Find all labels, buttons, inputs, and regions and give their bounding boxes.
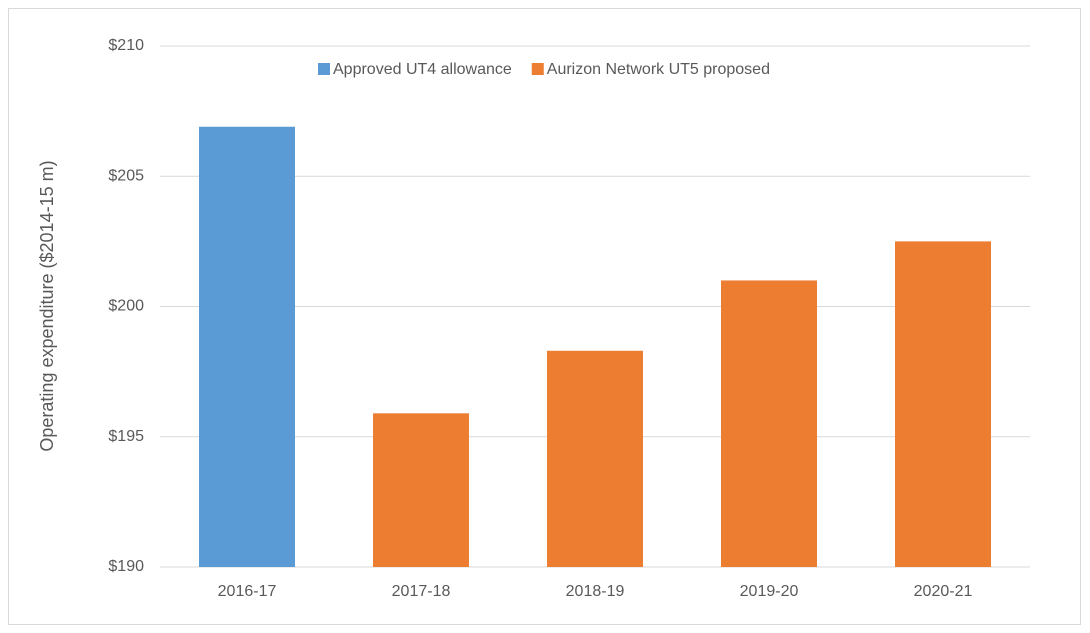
legend-label: Approved UT4 allowance bbox=[333, 61, 512, 78]
legend-swatch bbox=[531, 63, 544, 75]
y-tick-label: $190 bbox=[108, 558, 144, 575]
x-tick-label: 2020-21 bbox=[914, 583, 973, 600]
bar bbox=[547, 350, 643, 567]
x-tick-label: 2018-19 bbox=[566, 583, 625, 600]
bar bbox=[373, 413, 469, 567]
bar bbox=[721, 280, 817, 567]
bar bbox=[895, 241, 991, 567]
y-tick-label: $200 bbox=[108, 298, 144, 315]
y-tick-label: $205 bbox=[108, 167, 144, 184]
x-tick-label: 2017-18 bbox=[392, 583, 451, 600]
legend-label: Aurizon Network UT5 proposed bbox=[547, 61, 770, 78]
bar bbox=[199, 126, 295, 567]
x-tick-label: 2016-17 bbox=[218, 583, 277, 600]
y-tick-label: $195 bbox=[108, 428, 144, 445]
x-tick-label: 2019-20 bbox=[740, 583, 799, 600]
legend-swatch bbox=[318, 63, 330, 75]
y-axis-label: Operating expenditure ($2014-15 m) bbox=[37, 160, 57, 451]
y-tick-label: $210 bbox=[108, 37, 144, 54]
